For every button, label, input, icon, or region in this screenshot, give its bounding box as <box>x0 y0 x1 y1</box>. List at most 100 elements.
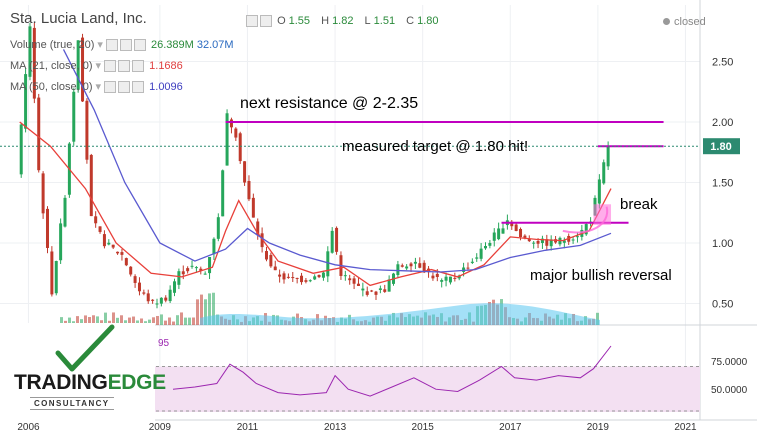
rsi-tick-label: 75.0000 <box>711 357 748 368</box>
candle-body <box>124 258 128 266</box>
candle-body <box>466 267 470 269</box>
ma50-indicator[interactable]: MA (50, close, 0) ▾ 1.0096 <box>10 80 183 94</box>
gear-icon[interactable] <box>118 60 131 73</box>
volume-bar <box>100 320 103 325</box>
volume-bar <box>196 299 199 325</box>
candle-body <box>335 227 339 252</box>
ma50-value: 1.0096 <box>149 81 183 93</box>
volume-bar <box>160 314 163 325</box>
volume-bar <box>104 312 107 325</box>
open-value: 1.55 <box>288 15 311 27</box>
candle-body <box>243 161 247 183</box>
gear-icon[interactable] <box>119 39 132 52</box>
candle-body <box>194 267 198 269</box>
candle-body <box>409 263 413 267</box>
candle-body <box>462 267 466 272</box>
volume-bar <box>188 317 191 325</box>
eye-icon[interactable] <box>104 81 117 94</box>
low-value: 1.51 <box>373 15 396 27</box>
candle-body <box>94 216 98 224</box>
x-tick-label: 2011 <box>237 422 259 432</box>
volume-bar <box>124 320 127 325</box>
candle-body <box>492 232 496 241</box>
candle-body <box>313 276 317 280</box>
status-dot-icon <box>663 18 670 25</box>
candle-body <box>343 275 347 277</box>
volume-bar <box>60 317 63 325</box>
settings-box-icon[interactable] <box>246 15 258 28</box>
x-tick-label: 2013 <box>324 422 347 432</box>
candle-body <box>32 27 36 99</box>
candle-body <box>510 221 514 227</box>
logo-subtitle: CONSULTANCY <box>30 397 114 410</box>
candle-body <box>470 261 474 263</box>
candle-body <box>199 268 203 271</box>
open-label: O <box>277 15 286 27</box>
remove-box-icon[interactable] <box>260 15 272 28</box>
candle-body <box>374 291 378 295</box>
chevron-down-icon[interactable]: ▾ <box>97 39 103 51</box>
candle-body <box>597 179 601 204</box>
volume-bar <box>108 320 111 325</box>
ma21-indicator[interactable]: MA (21, close, 0) ▾ 1.1686 <box>10 59 183 73</box>
last-price-badge <box>703 138 740 155</box>
ma21-value: 1.1686 <box>149 60 183 72</box>
chevron-down-icon[interactable]: ▾ <box>95 60 102 72</box>
chevron-down-icon[interactable]: ▾ <box>95 81 102 93</box>
candle-body <box>356 283 360 286</box>
candle-body <box>383 289 387 292</box>
candle-body <box>418 263 422 268</box>
eye-icon[interactable] <box>104 60 117 73</box>
candle-body <box>440 280 444 282</box>
candle-body <box>488 242 492 246</box>
volume-label: Volume (true, 20) <box>10 39 95 51</box>
candle-body <box>181 271 185 275</box>
candle-body <box>431 275 435 279</box>
candle-body <box>352 278 356 284</box>
candle-body <box>229 119 233 128</box>
candle-body <box>24 74 28 129</box>
close-icon[interactable] <box>132 60 145 73</box>
candle-body <box>45 208 49 248</box>
candle-body <box>98 226 102 232</box>
volume-bar <box>116 317 119 325</box>
gear-icon[interactable] <box>118 81 131 94</box>
rsi-value: 95 <box>158 338 170 349</box>
volume-bar <box>176 315 179 325</box>
ma50-line <box>62 49 612 273</box>
candle-body <box>291 277 295 279</box>
ma21-line <box>19 121 612 287</box>
candle-body <box>286 276 290 278</box>
x-tick-label: 2021 <box>674 422 697 432</box>
candle-body <box>479 248 483 259</box>
candle-body <box>602 162 606 184</box>
candle-body <box>348 278 352 281</box>
rsi-line <box>172 345 612 397</box>
volume-bar <box>128 317 131 325</box>
close-value: 1.80 <box>417 15 439 27</box>
candle-body <box>326 251 330 277</box>
close-icon[interactable] <box>132 81 145 94</box>
eye-icon[interactable] <box>105 39 118 52</box>
close-icon[interactable] <box>133 39 146 52</box>
candle-body <box>76 40 80 90</box>
candle-body <box>453 277 457 279</box>
candle-body <box>129 266 133 275</box>
candle-body <box>260 233 264 248</box>
volume-bar <box>84 315 87 325</box>
market-status-text: closed <box>674 16 706 28</box>
candle-body <box>59 223 63 261</box>
volume-bar <box>184 317 187 325</box>
reversal-annotation: major bullish reversal <box>530 267 672 284</box>
candle-body <box>107 242 111 245</box>
checkmark-icon <box>55 324 115 372</box>
candle-body <box>168 289 172 302</box>
candle-body <box>545 239 549 246</box>
volume-indicator[interactable]: Volume (true, 20) ▾ 26.389M 32.07M <box>10 38 234 52</box>
rsi-tick-label: 50.0000 <box>711 385 748 396</box>
candle-body <box>361 288 365 291</box>
candle-body <box>264 251 268 260</box>
candle-body <box>483 245 487 249</box>
candle-body <box>501 228 505 234</box>
